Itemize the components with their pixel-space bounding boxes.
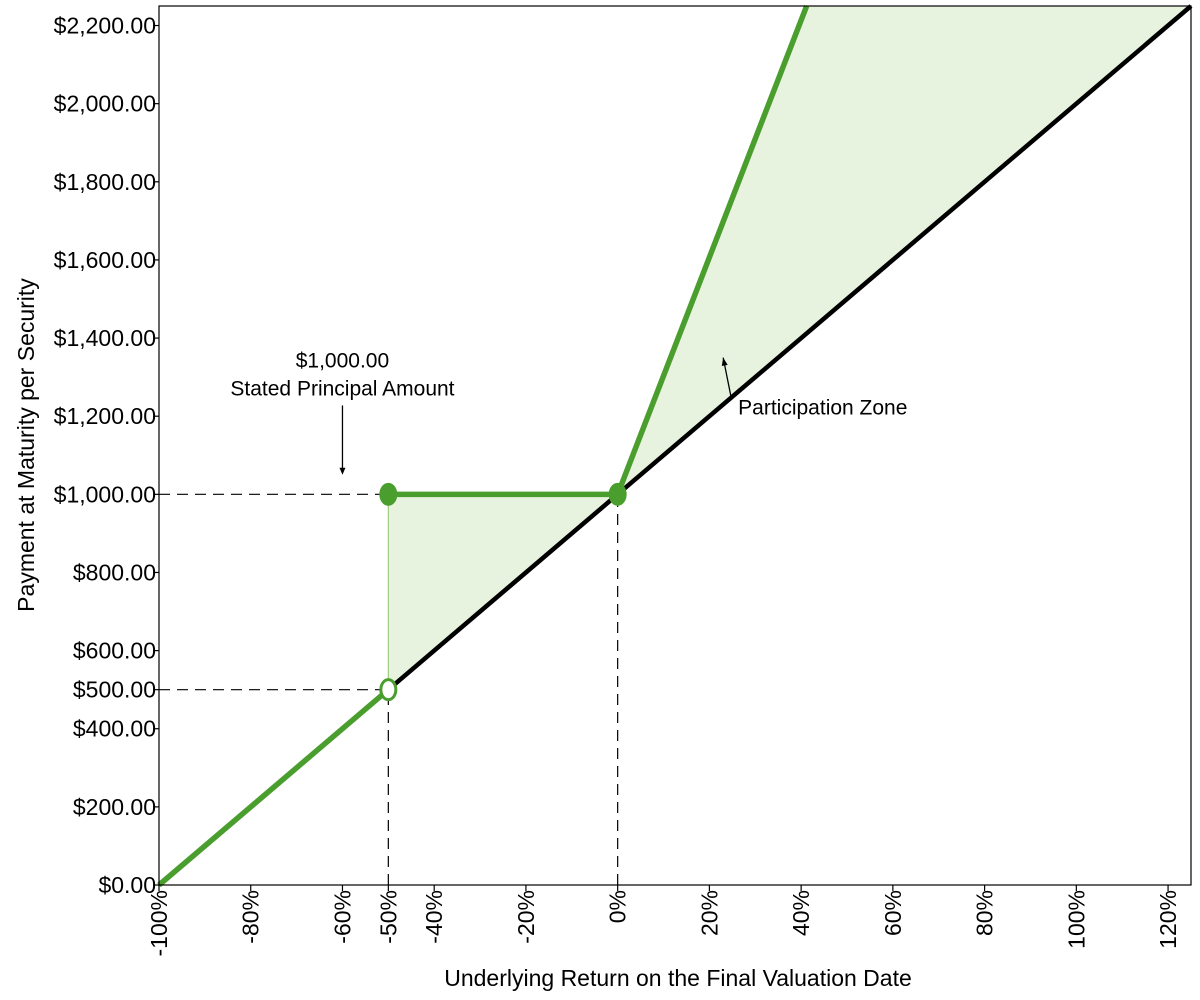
y-axis-title: Payment at Maturity per Security: [13, 278, 39, 612]
y-tick-label: $1,800.00: [54, 169, 156, 195]
principal-arrowhead: [339, 467, 346, 475]
marker-filled-1: [608, 482, 627, 506]
x-tick-label: 0%: [605, 890, 631, 923]
y-axis-ticks: $0.00 $200.00 $400.00 $500.00 $600.00 $800.00…: [54, 13, 159, 898]
x-tick-label: 80%: [972, 890, 998, 936]
marker-filled-0: [379, 482, 398, 506]
x-axis-ticks: -100% -80% -60% -50% -40% -20% 0% 20% 40% 60% 80% 1…: [146, 885, 1181, 956]
y-tick-label: $400.00: [73, 716, 156, 742]
y-tick-label: $1,600.00: [54, 247, 156, 273]
y-tick-label: $500.00: [73, 677, 156, 703]
reference-lines: [159, 493, 619, 885]
y-tick-label: $600.00: [73, 638, 156, 664]
x-tick-label: -20%: [513, 890, 539, 944]
x-tick-label: 40%: [788, 890, 814, 936]
plot-frame: [158, 5, 1192, 886]
x-tick-label: -80%: [238, 890, 264, 944]
y-tick-label: $1,000.00: [54, 481, 156, 507]
x-tick-label: -60%: [329, 890, 355, 944]
y-tick-label: $200.00: [73, 794, 156, 820]
x-tick-label: 120%: [1155, 890, 1181, 949]
axes: [158, 5, 1192, 886]
x-tick-label: 60%: [880, 890, 906, 936]
principal-amount-value: $1,000.00: [296, 349, 389, 372]
x-tick-label: 20%: [696, 890, 722, 936]
y-tick-label: $0.00: [98, 872, 156, 898]
x-tick-label: 100%: [1063, 890, 1089, 949]
series-line-payoff-lower: [157, 687, 391, 888]
x-tick-label: -40%: [421, 890, 447, 944]
series-markers: [379, 482, 627, 702]
principal-amount-label: Stated Principal Amount: [230, 377, 454, 400]
y-tick-label: $2,000.00: [54, 91, 156, 117]
annotations: $1,000.00 Stated Principal Amount Partic…: [230, 349, 907, 475]
y-tick-label: $2,200.00: [54, 13, 156, 39]
y-tick-label: $1,200.00: [54, 403, 156, 429]
series-line-payoff-upper: [615, 5, 810, 496]
x-tick-label: -100%: [146, 890, 172, 956]
marker-open-2: [379, 678, 398, 702]
participation-arrowhead: [721, 357, 728, 367]
y-tick-label: $800.00: [73, 559, 156, 585]
y-tick-label: $1,400.00: [54, 325, 156, 351]
x-tick-label: -50%: [375, 890, 401, 944]
participation-zone-label: Participation Zone: [738, 396, 907, 419]
series-lines: [157, 4, 1193, 888]
x-axis-title: Underlying Return on the Final Valuation…: [444, 965, 912, 991]
